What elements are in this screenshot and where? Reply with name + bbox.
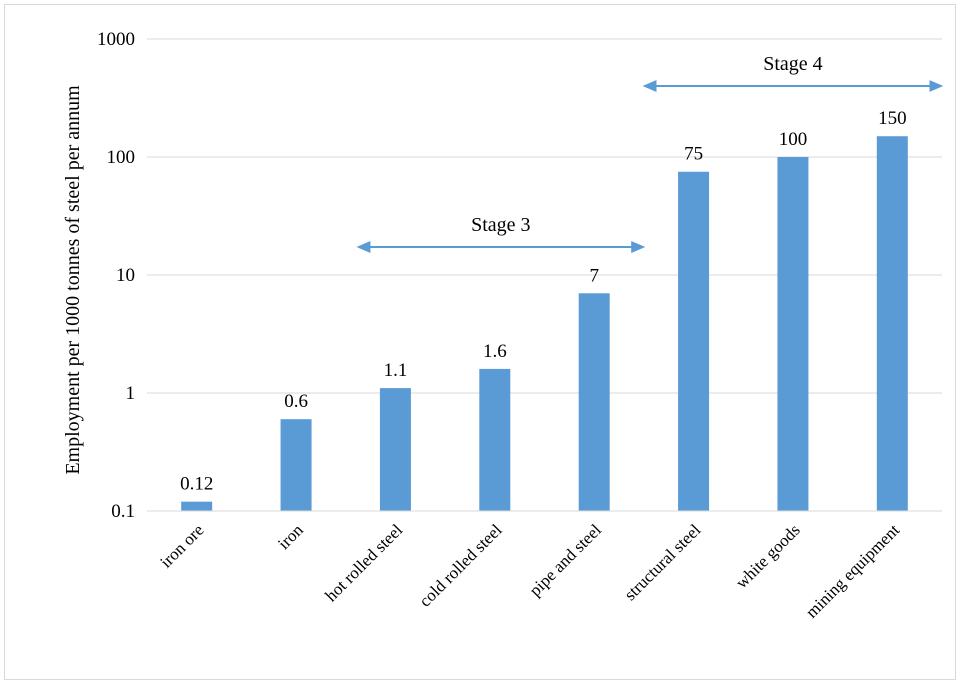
x-tick-label: pipe and steel	[525, 520, 605, 600]
bar	[181, 501, 213, 511]
axes: 0.1 1 10 100 1000	[97, 29, 942, 522]
x-tick-label: iron ore	[156, 520, 207, 571]
data-label: 0.12	[180, 474, 213, 495]
bars	[181, 136, 908, 511]
y-tick-label: 0.1	[111, 501, 135, 522]
bar	[678, 171, 710, 511]
y-axis-title: Employment per 1000 tonnes of steel per …	[62, 85, 84, 475]
data-label: 7	[589, 265, 599, 286]
bar-chart: 0.1 1 10 100 1000 0.12 iron ore 0.6 iron 1.1 hot …	[62, 29, 944, 622]
x-tick-label: cold rolled steel	[415, 520, 505, 610]
y-tick-label: 100	[107, 147, 136, 168]
data-label: 1.1	[384, 360, 408, 381]
bar	[280, 419, 312, 511]
data-label: 1.6	[483, 341, 507, 362]
bar	[876, 136, 908, 511]
gridlines	[147, 38, 942, 394]
bar	[479, 368, 511, 511]
x-tick-label: mining equipment	[802, 520, 903, 621]
y-tick-label: 10	[116, 265, 135, 286]
bar	[777, 157, 809, 511]
x-tick-label: white goods	[732, 520, 804, 592]
x-tick-label: hot rolled steel	[321, 520, 406, 605]
annotations: Stage 3 Stage 4	[356, 53, 944, 253]
data-label: 75	[684, 144, 703, 165]
x-tick-label: structural steel	[621, 520, 705, 604]
chart-container: 0.1 1 10 100 1000 0.12 iron ore 0.6 iron 1.1 hot …	[4, 4, 956, 680]
bar	[578, 293, 610, 511]
x-tick-label: iron	[274, 520, 307, 553]
stage-label: Stage 4	[763, 53, 822, 75]
stage-label: Stage 3	[471, 214, 530, 236]
data-label: 150	[878, 108, 907, 129]
y-tick-label: 1000	[97, 29, 135, 50]
data-label: 100	[779, 129, 808, 150]
data-label: 0.6	[284, 391, 308, 412]
y-tick-label: 1	[126, 383, 136, 404]
bar	[379, 388, 411, 511]
